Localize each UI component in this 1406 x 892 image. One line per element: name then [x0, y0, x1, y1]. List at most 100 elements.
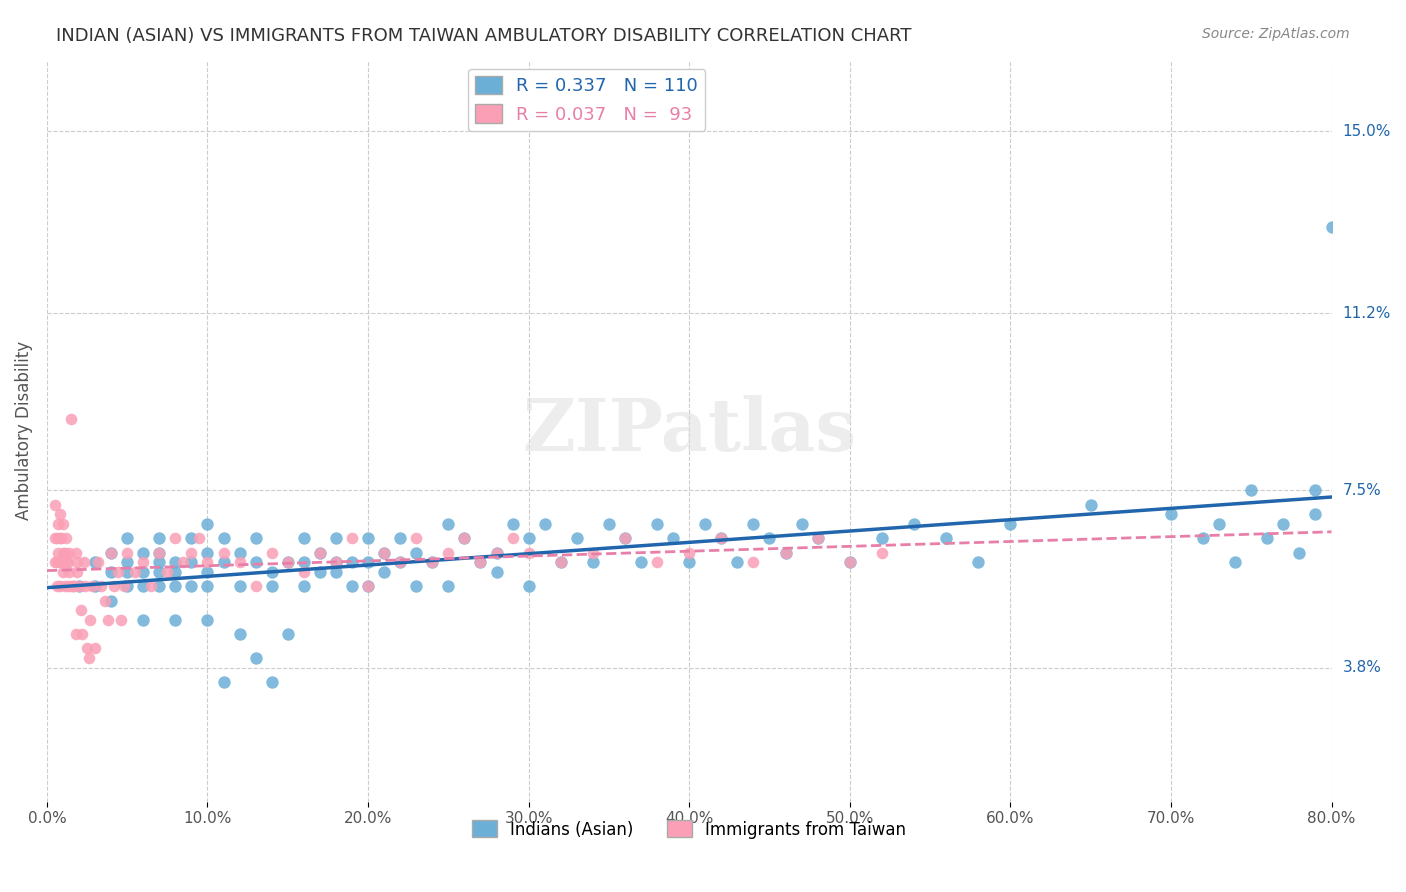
Point — [838, 555, 860, 569]
Point — [309, 546, 332, 560]
Point — [197, 516, 219, 531]
Point — [62, 579, 84, 593]
Point — [277, 555, 299, 569]
Point — [437, 516, 460, 531]
Point — [292, 555, 315, 569]
Point — [58, 565, 80, 579]
Text: ZIPatlas: ZIPatlas — [522, 395, 856, 467]
Point — [453, 531, 475, 545]
Point — [565, 531, 588, 545]
Point — [630, 555, 652, 569]
Point — [52, 546, 75, 560]
Point — [100, 546, 122, 560]
Point — [340, 531, 363, 545]
Point — [90, 579, 112, 593]
Point — [309, 565, 332, 579]
Point — [67, 579, 90, 593]
Point — [245, 531, 267, 545]
Point — [212, 546, 235, 560]
Point — [165, 613, 187, 627]
Point — [132, 555, 155, 569]
Point — [470, 555, 492, 569]
Point — [405, 579, 427, 593]
Point — [45, 579, 67, 593]
Point — [75, 579, 97, 593]
Point — [245, 651, 267, 665]
Point — [77, 651, 100, 665]
Point — [93, 593, 115, 607]
Point — [132, 565, 155, 579]
Point — [775, 546, 797, 560]
Text: 7.5%: 7.5% — [1343, 483, 1381, 498]
Point — [59, 579, 82, 593]
Point — [485, 565, 508, 579]
Point — [1256, 531, 1278, 545]
Point — [373, 546, 395, 560]
Point — [245, 555, 267, 569]
Point — [389, 555, 412, 569]
Point — [165, 565, 187, 579]
Point — [389, 555, 412, 569]
Point — [340, 555, 363, 569]
Point — [44, 498, 66, 512]
Point — [373, 546, 395, 560]
Point — [51, 531, 73, 545]
Point — [325, 555, 347, 569]
Point — [228, 546, 250, 560]
Point — [502, 531, 524, 545]
Point — [838, 555, 860, 569]
Point — [100, 565, 122, 579]
Point — [180, 546, 202, 560]
Point — [84, 579, 107, 593]
Point — [790, 516, 813, 531]
Point — [1288, 546, 1310, 560]
Point — [1320, 220, 1343, 235]
Point — [309, 546, 332, 560]
Point — [44, 555, 66, 569]
Point — [180, 579, 202, 593]
Point — [110, 613, 132, 627]
Point — [212, 674, 235, 689]
Point — [76, 641, 98, 656]
Point — [45, 555, 67, 569]
Point — [614, 531, 637, 545]
Point — [533, 516, 555, 531]
Point — [245, 579, 267, 593]
Point — [1192, 531, 1215, 545]
Point — [550, 555, 572, 569]
Point — [56, 555, 79, 569]
Point — [357, 579, 380, 593]
Point — [66, 555, 89, 569]
Point — [48, 579, 70, 593]
Point — [73, 555, 96, 569]
Point — [742, 516, 765, 531]
Point — [51, 555, 73, 569]
Point — [292, 565, 315, 579]
Point — [100, 546, 122, 560]
Point — [437, 546, 460, 560]
Point — [79, 613, 101, 627]
Point — [678, 546, 700, 560]
Point — [124, 565, 146, 579]
Point — [807, 531, 830, 545]
Point — [84, 555, 107, 569]
Point — [1080, 498, 1102, 512]
Point — [67, 579, 90, 593]
Point — [100, 593, 122, 607]
Point — [517, 546, 540, 560]
Point — [172, 555, 194, 569]
Point — [46, 546, 69, 560]
Point — [260, 565, 283, 579]
Point — [103, 579, 125, 593]
Point — [710, 531, 733, 545]
Point — [148, 565, 170, 579]
Point — [197, 555, 219, 569]
Point — [70, 627, 93, 641]
Point — [132, 613, 155, 627]
Point — [645, 516, 668, 531]
Point — [870, 531, 893, 545]
Point — [277, 555, 299, 569]
Point — [967, 555, 990, 569]
Point — [80, 579, 103, 593]
Point — [66, 565, 89, 579]
